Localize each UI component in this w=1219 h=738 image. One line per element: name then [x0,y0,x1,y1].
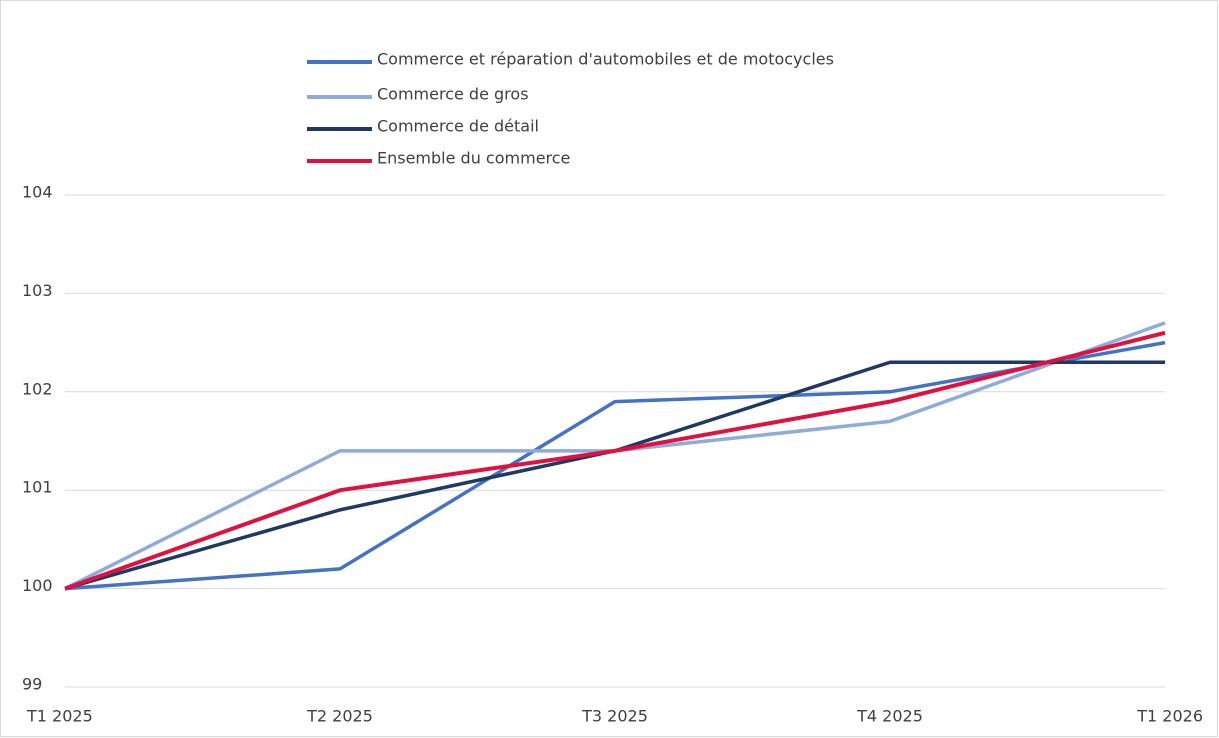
x-tick-label: T2 2025 [306,707,373,726]
legend-label: Ensemble du commerce [377,149,570,168]
x-tick-label: T4 2025 [856,707,923,726]
legend-label: Commerce et réparation d'automobiles et … [377,50,834,69]
series-line [64,340,1166,591]
legend-label: Commerce de gros [377,85,529,104]
y-tick-label: 99 [22,675,42,694]
x-tick-label: T1 2026 [1136,707,1203,726]
y-tick-label: 103 [22,281,53,300]
x-tick-label: T1 2025 [26,707,93,726]
y-tick-label: 102 [22,379,53,398]
y-tick-label: 101 [22,478,53,497]
legend-label: Commerce de détail [377,117,539,136]
y-tick-label: 100 [22,576,53,595]
y-tick-label: 104 [22,183,53,202]
x-tick-label: T3 2025 [581,707,648,726]
series-line [64,330,1166,591]
